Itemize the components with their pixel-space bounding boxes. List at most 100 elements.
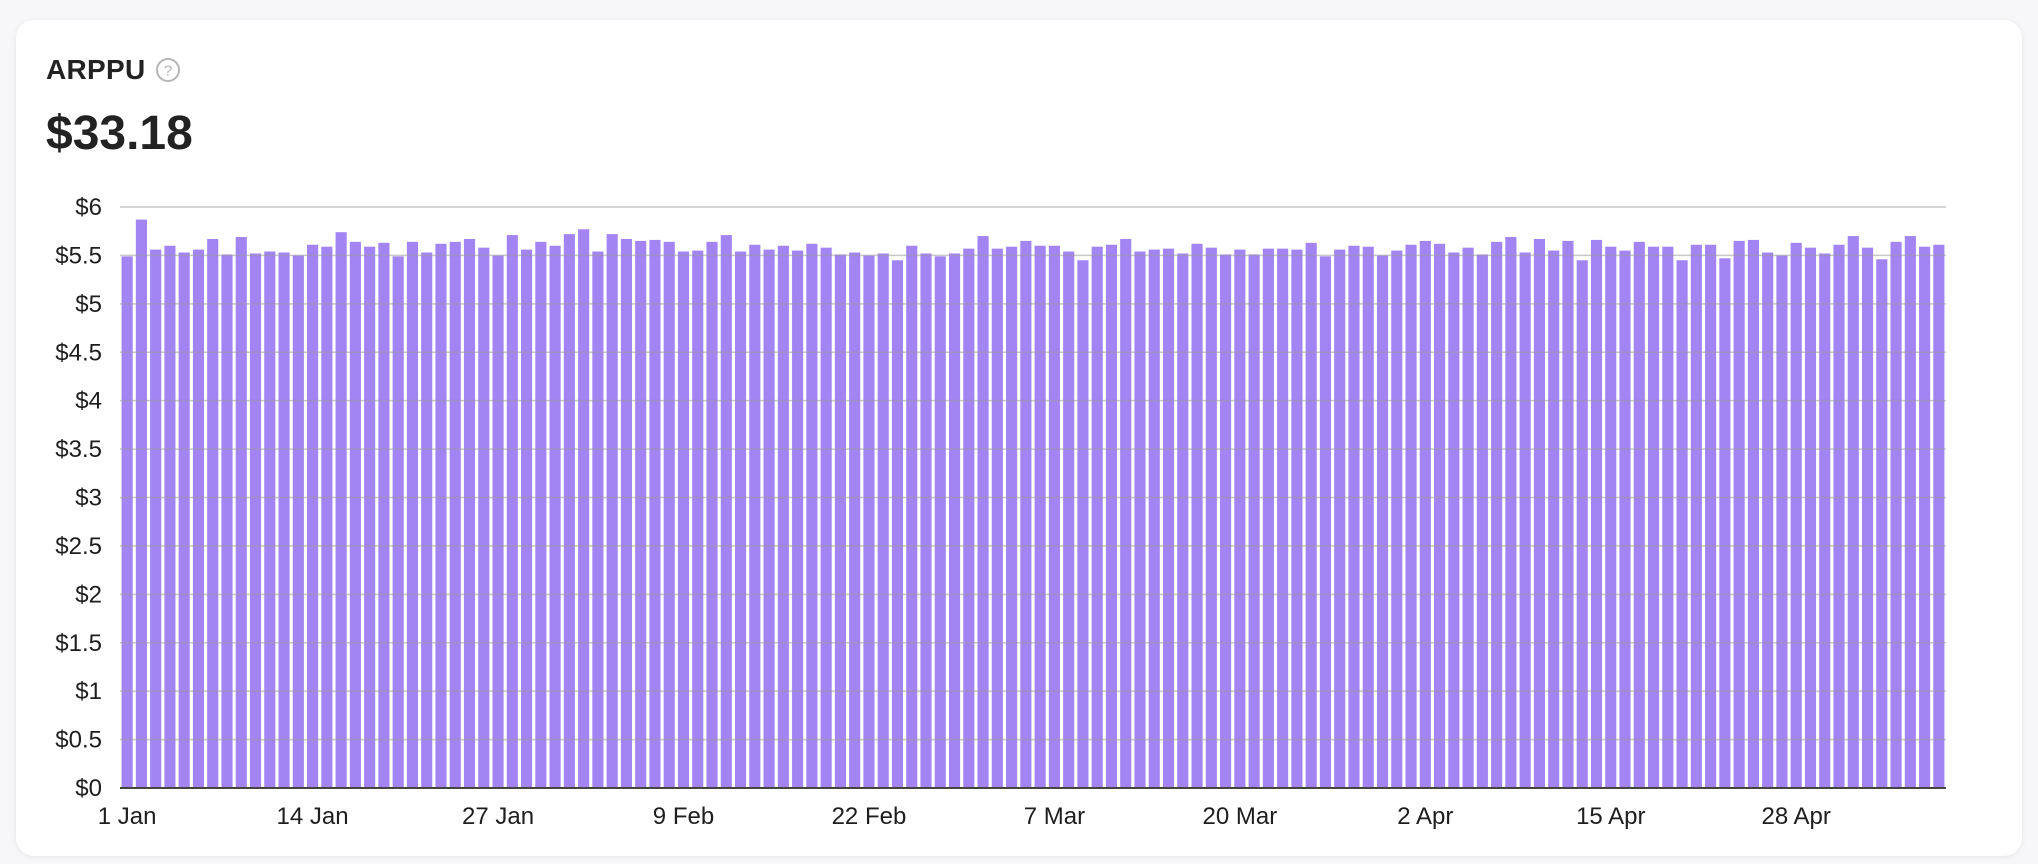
gridlines-group — [120, 206, 1946, 789]
bar — [991, 248, 1003, 788]
bar — [1590, 239, 1603, 789]
x-tick-label: 9 Feb — [653, 803, 714, 830]
bar — [235, 237, 247, 788]
bar — [1305, 242, 1317, 788]
bar — [1790, 242, 1802, 788]
svg-text:?: ? — [163, 63, 171, 80]
bar — [592, 251, 604, 789]
bar — [1576, 260, 1588, 788]
bar — [1105, 244, 1118, 788]
bar — [1020, 240, 1032, 788]
x-tick-label: 20 Mar — [1202, 803, 1277, 830]
bar — [849, 252, 861, 788]
bar — [1162, 248, 1175, 788]
bar — [435, 243, 447, 789]
y-tick-label: $5.5 — [55, 242, 102, 269]
x-tick-label: 28 Apr — [1762, 803, 1831, 830]
bar — [877, 253, 889, 789]
bar — [321, 246, 333, 788]
bar — [820, 247, 832, 789]
bar — [1220, 254, 1232, 788]
bar — [1647, 246, 1660, 788]
y-tick-label: $0.5 — [55, 727, 102, 754]
x-tick-label: 27 Jan — [462, 803, 534, 830]
bar — [1762, 252, 1774, 788]
bar — [364, 246, 376, 788]
bar — [620, 238, 632, 788]
bar — [663, 241, 675, 789]
bar — [763, 249, 775, 789]
bar — [249, 253, 262, 789]
bar — [1919, 246, 1931, 788]
bar — [1505, 237, 1517, 788]
bar — [720, 235, 732, 788]
bar — [1063, 251, 1075, 789]
bar — [1177, 253, 1189, 789]
bar — [1419, 240, 1431, 788]
bar — [1291, 249, 1303, 789]
bar — [963, 248, 975, 788]
bar — [1719, 258, 1731, 788]
bar — [1277, 248, 1289, 788]
x-tick-label: 22 Feb — [832, 803, 907, 830]
bar — [392, 256, 404, 788]
bar — [1234, 249, 1246, 789]
bars-group — [121, 219, 1945, 789]
bar — [1248, 254, 1260, 788]
bar — [1548, 250, 1560, 788]
bar — [806, 243, 818, 789]
bar — [1562, 240, 1574, 788]
card-header: ARPPU ? — [46, 54, 182, 86]
bar — [948, 253, 961, 789]
bar — [977, 236, 989, 789]
bar — [1605, 246, 1617, 788]
bar — [421, 252, 433, 788]
bar — [1448, 252, 1460, 788]
x-tick-label: 15 Apr — [1576, 803, 1645, 830]
x-axis-labels: 1 Jan 14 Jan 27 Jan 9 Feb 22 Feb 7 Mar 20 Mar 2… — [98, 803, 1831, 830]
bar — [1933, 244, 1945, 788]
bar — [1705, 244, 1717, 788]
bar — [207, 238, 219, 788]
bar — [891, 260, 904, 788]
bar — [1434, 243, 1446, 789]
bar — [1804, 247, 1817, 789]
bar — [1362, 246, 1374, 788]
bar — [792, 250, 804, 788]
bar — [1904, 236, 1916, 789]
bar — [749, 244, 761, 788]
bar — [1847, 236, 1859, 789]
y-tick-label: $1 — [75, 678, 102, 705]
question-circle-icon[interactable]: ? — [154, 56, 182, 84]
bar — [178, 252, 190, 788]
bar — [307, 244, 319, 788]
y-tick-label: $5 — [75, 291, 102, 318]
bar — [506, 235, 518, 788]
bar — [1476, 254, 1488, 788]
bar — [406, 241, 419, 789]
bar — [1391, 250, 1403, 788]
y-tick-label: $1.5 — [55, 630, 102, 657]
bar — [1619, 250, 1631, 788]
x-tick-label: 14 Jan — [277, 803, 349, 830]
y-tick-label: $4.5 — [55, 339, 102, 366]
bar — [606, 234, 618, 789]
metric-title: ARPPU — [46, 54, 146, 85]
bar — [150, 249, 162, 789]
bar — [1533, 238, 1545, 788]
metric-value: $33.18 — [46, 107, 193, 160]
bar — [1034, 245, 1046, 789]
y-tick-label: $3 — [75, 485, 102, 512]
bar — [1148, 249, 1160, 789]
bar — [1491, 241, 1503, 789]
bar — [1262, 248, 1274, 788]
bar — [221, 254, 233, 788]
bar — [1676, 260, 1688, 788]
bar — [578, 229, 590, 788]
bar — [1405, 244, 1417, 788]
x-tick-label: 2 Apr — [1397, 803, 1453, 830]
bar — [135, 219, 147, 789]
bar — [1776, 255, 1788, 789]
bar — [1519, 252, 1531, 788]
